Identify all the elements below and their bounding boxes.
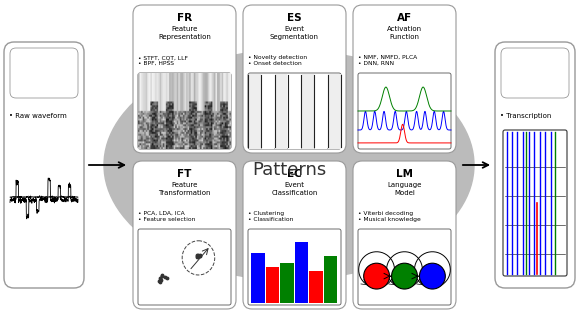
FancyBboxPatch shape — [358, 229, 451, 305]
FancyBboxPatch shape — [248, 229, 341, 305]
Point — [192, 254, 201, 259]
Bar — [302, 74, 314, 148]
FancyBboxPatch shape — [138, 229, 231, 305]
Point — [194, 253, 203, 258]
Text: Input: Input — [30, 59, 58, 69]
Text: EC: EC — [287, 169, 302, 179]
Bar — [295, 242, 308, 303]
Text: Output: Output — [516, 59, 554, 69]
Bar — [328, 74, 340, 148]
Point — [160, 275, 170, 280]
Text: AF: AF — [397, 13, 412, 23]
Bar — [275, 74, 287, 148]
Text: FT: FT — [177, 169, 192, 179]
FancyBboxPatch shape — [10, 48, 78, 98]
Ellipse shape — [104, 50, 474, 280]
Point — [157, 273, 166, 278]
Bar — [280, 263, 294, 303]
Text: • STFT, CQT, LLF
• BPF, HPSS: • STFT, CQT, LLF • BPF, HPSS — [138, 55, 188, 66]
Text: Feature
Transformation: Feature Transformation — [158, 182, 211, 196]
Text: LM: LM — [396, 169, 413, 179]
FancyBboxPatch shape — [248, 73, 341, 149]
Circle shape — [391, 263, 417, 289]
Point — [162, 275, 171, 280]
Point — [193, 253, 203, 259]
Text: • Clustering
• Classification: • Clustering • Classification — [248, 211, 294, 222]
Text: Activation
Function: Activation Function — [387, 26, 422, 40]
Text: ES: ES — [287, 13, 302, 23]
Text: Patterns: Patterns — [252, 161, 326, 179]
FancyBboxPatch shape — [495, 42, 575, 288]
Bar — [309, 271, 323, 303]
FancyBboxPatch shape — [138, 73, 231, 149]
Point — [196, 253, 205, 258]
Point — [156, 277, 165, 282]
Bar — [266, 267, 279, 303]
Text: Event
Segmentation: Event Segmentation — [270, 26, 319, 40]
FancyBboxPatch shape — [4, 42, 84, 288]
FancyBboxPatch shape — [358, 73, 451, 149]
Text: • Novelty detection
• Onset detection: • Novelty detection • Onset detection — [248, 55, 307, 66]
Point — [155, 278, 164, 283]
Text: Event
Classification: Event Classification — [272, 182, 318, 196]
Point — [157, 274, 167, 279]
FancyBboxPatch shape — [353, 5, 456, 153]
FancyBboxPatch shape — [503, 130, 567, 276]
Point — [156, 275, 165, 280]
FancyBboxPatch shape — [133, 5, 236, 153]
Bar — [288, 74, 301, 148]
Text: • Transcription: • Transcription — [500, 113, 551, 119]
Point — [192, 253, 201, 258]
Text: Language
Model: Language Model — [387, 182, 422, 196]
Bar — [251, 252, 265, 303]
Point — [192, 253, 201, 258]
Text: FR: FR — [177, 13, 192, 23]
Point — [193, 252, 202, 257]
Bar — [262, 74, 274, 148]
FancyBboxPatch shape — [243, 161, 346, 309]
Point — [157, 273, 166, 278]
Circle shape — [364, 263, 390, 289]
Point — [195, 253, 204, 258]
Point — [155, 279, 164, 284]
Text: • Viterbi decoding
• Musical knowledge: • Viterbi decoding • Musical knowledge — [358, 211, 421, 222]
Circle shape — [419, 263, 445, 289]
Bar — [248, 74, 261, 148]
Point — [156, 277, 165, 282]
Bar — [315, 74, 327, 148]
Bar — [324, 256, 337, 303]
Text: • NMF, NMFD, PLCA
• DNN, RNN: • NMF, NMFD, PLCA • DNN, RNN — [358, 55, 417, 66]
FancyBboxPatch shape — [353, 161, 456, 309]
Text: Feature
Representation: Feature Representation — [158, 26, 211, 40]
Text: • PCA, LDA, ICA
• Feature selection: • PCA, LDA, ICA • Feature selection — [138, 211, 195, 222]
FancyBboxPatch shape — [133, 161, 236, 309]
FancyBboxPatch shape — [243, 5, 346, 153]
FancyBboxPatch shape — [501, 48, 569, 98]
Text: • Raw waveform: • Raw waveform — [9, 113, 67, 119]
